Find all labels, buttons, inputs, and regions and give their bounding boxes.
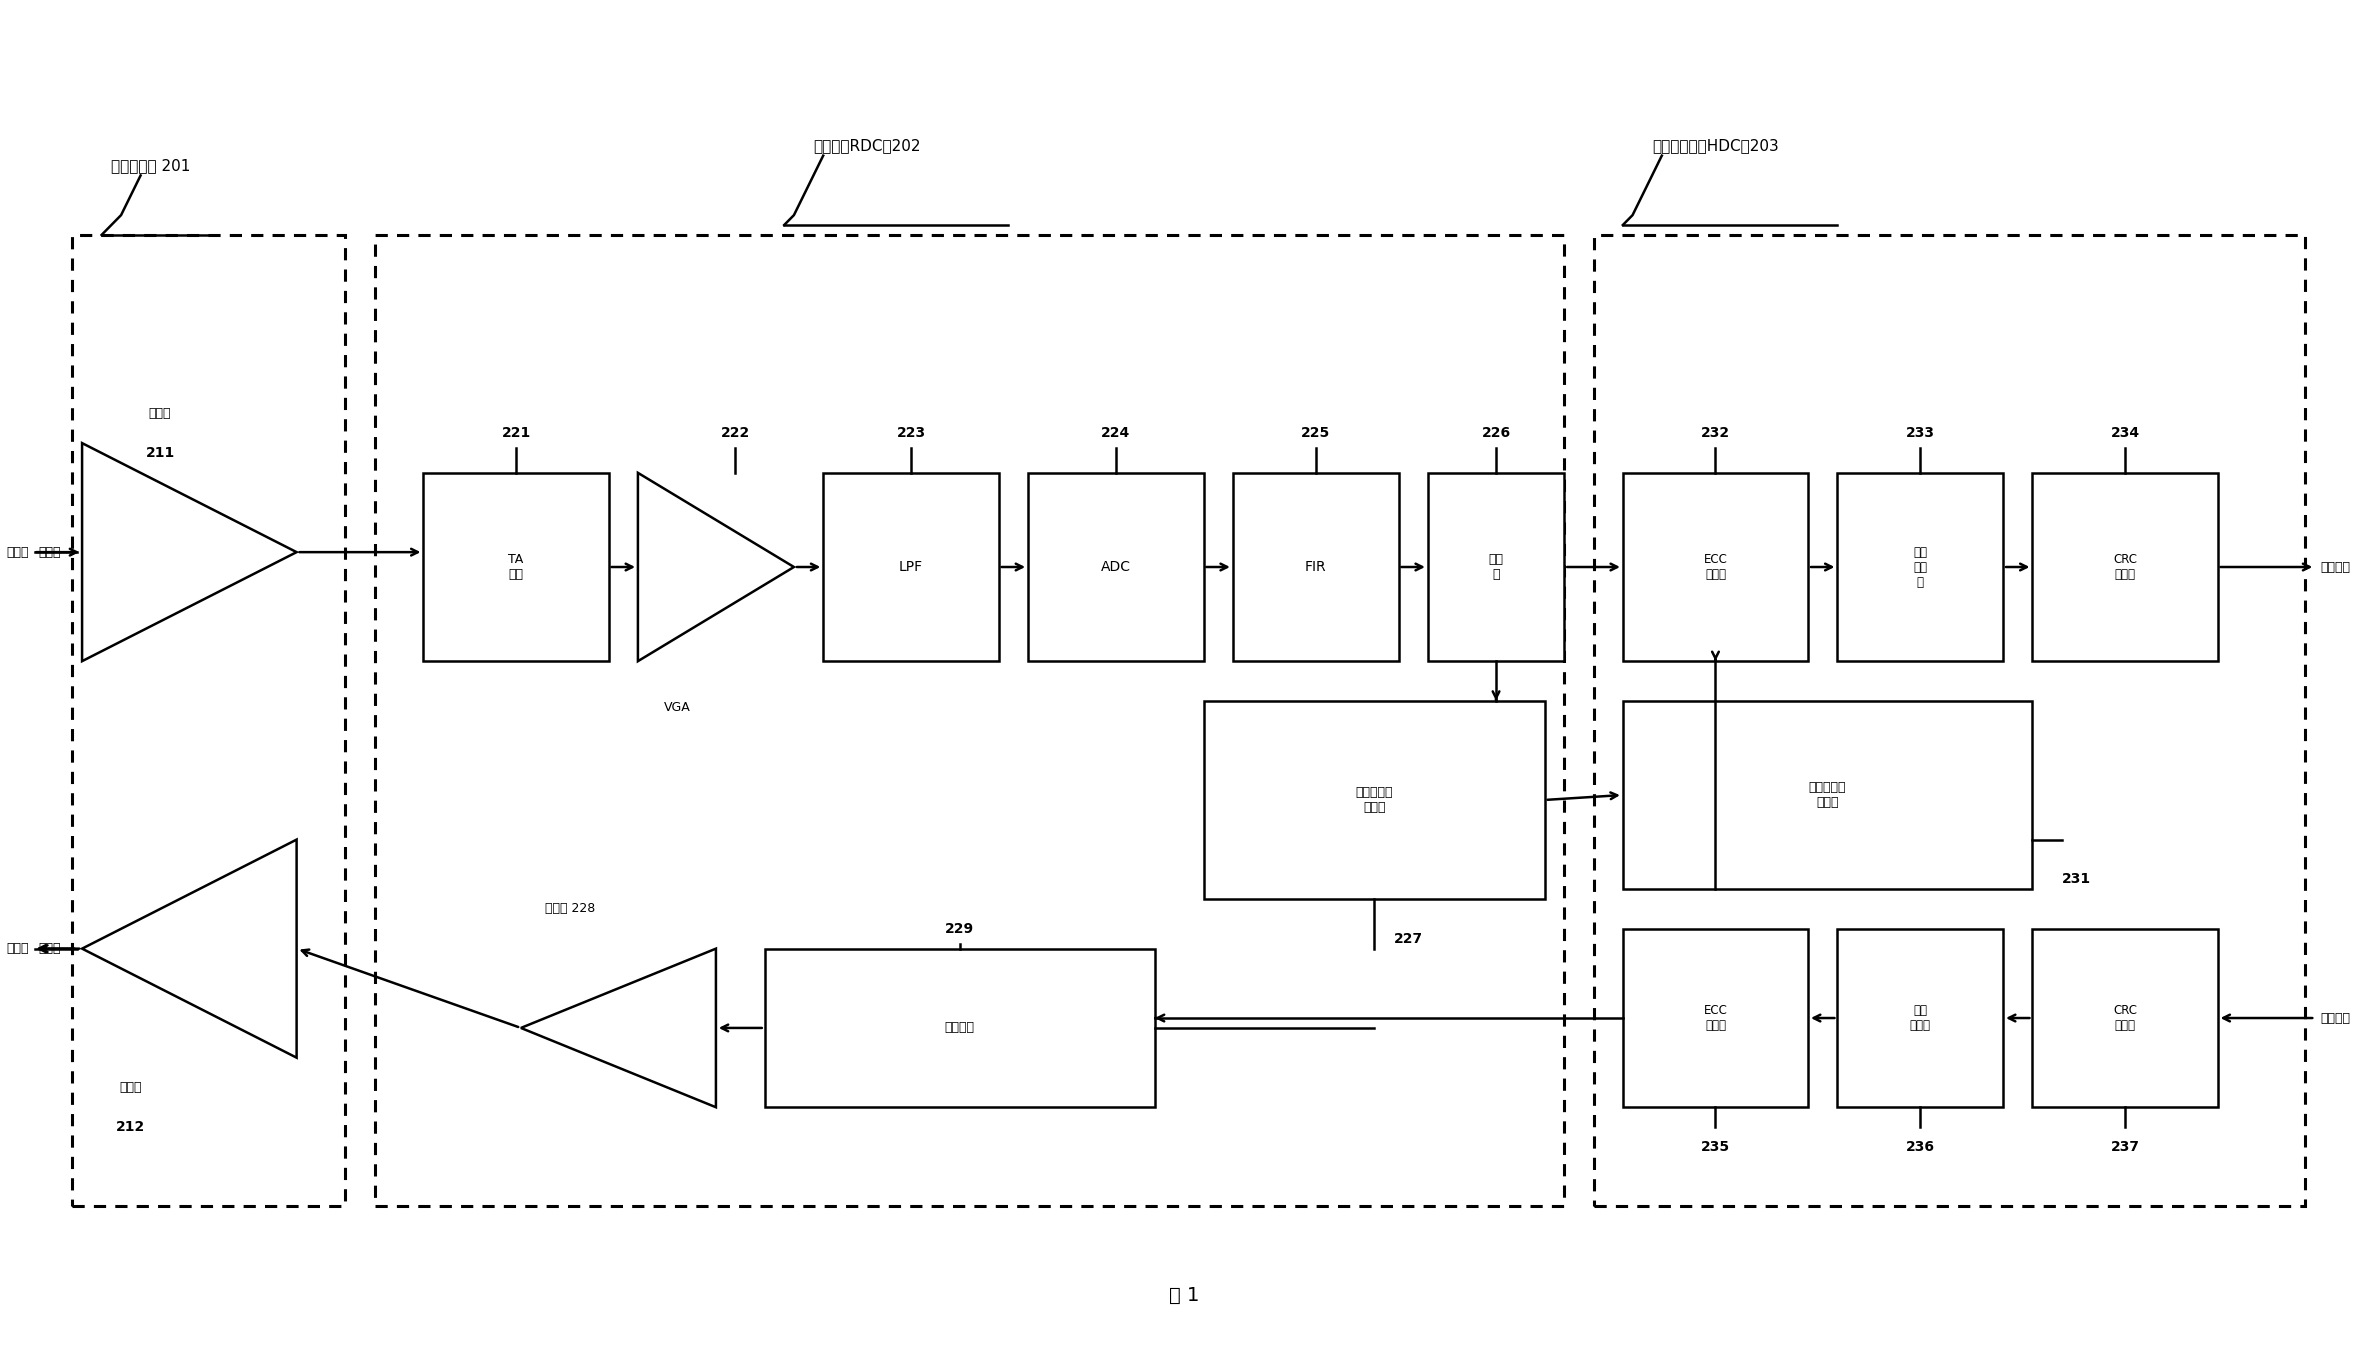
Text: 229: 229 <box>944 922 975 936</box>
Text: 记录数据: 记录数据 <box>2320 1012 2351 1024</box>
Text: ECC
解码器: ECC 解码器 <box>1704 553 1728 582</box>
Text: FIR: FIR <box>1305 560 1326 573</box>
Text: 234: 234 <box>2110 426 2141 440</box>
Bar <box>1593 234 2306 1207</box>
Text: 212: 212 <box>116 1120 146 1135</box>
Text: 放大器: 放大器 <box>149 407 172 419</box>
Bar <box>824 473 998 661</box>
Text: 错误候选项
存储器: 错误候选项 存储器 <box>1808 780 1846 809</box>
Text: 检测
器: 检测 器 <box>1489 553 1503 582</box>
Polygon shape <box>637 473 793 661</box>
Bar <box>375 234 1565 1207</box>
Text: TA
检测: TA 检测 <box>507 553 524 582</box>
Text: 232: 232 <box>1702 426 1730 440</box>
Bar <box>73 234 345 1207</box>
Bar <box>1232 473 1399 661</box>
Bar <box>1204 701 1546 899</box>
Bar <box>765 949 1154 1107</box>
Text: 记录头: 记录头 <box>38 943 61 955</box>
Text: LPF: LPF <box>899 560 923 573</box>
Bar <box>2032 473 2218 661</box>
Bar <box>1428 473 1565 661</box>
Bar <box>2032 929 2218 1107</box>
Text: 再现头: 再现头 <box>7 546 28 558</box>
Text: 记录头: 记录头 <box>7 943 28 955</box>
Text: 图 1: 图 1 <box>1168 1286 1199 1305</box>
Text: CRC
解码器: CRC 解码器 <box>2112 553 2138 582</box>
Text: 223: 223 <box>897 426 925 440</box>
Bar <box>1624 473 1808 661</box>
Polygon shape <box>522 949 715 1107</box>
Text: CRC
编码器: CRC 编码器 <box>2112 1004 2138 1032</box>
Text: 记录
解码
器: 记录 解码 器 <box>1914 546 1928 588</box>
Text: 222: 222 <box>720 426 750 440</box>
Text: 驱动器 228: 驱动器 228 <box>545 903 595 915</box>
Text: 读通道（RDC）202: 读通道（RDC）202 <box>814 138 920 153</box>
Text: ADC: ADC <box>1100 560 1130 573</box>
Text: 236: 236 <box>1907 1140 1935 1154</box>
Bar <box>422 473 609 661</box>
Bar <box>1838 473 2004 661</box>
Text: 233: 233 <box>1907 426 1935 440</box>
Text: VGA: VGA <box>663 701 689 714</box>
Text: 221: 221 <box>500 426 531 440</box>
Text: 227: 227 <box>1395 932 1423 945</box>
Text: 225: 225 <box>1300 426 1331 440</box>
Text: 231: 231 <box>2063 872 2091 887</box>
Polygon shape <box>83 443 297 661</box>
Text: 记录补偿: 记录补偿 <box>944 1022 975 1035</box>
Text: ECC
编码器: ECC 编码器 <box>1704 1004 1728 1032</box>
Text: 再现头: 再现头 <box>38 546 61 558</box>
Text: 硬盘控制器（HDC）203: 硬盘控制器（HDC）203 <box>1652 138 1779 153</box>
Text: 再现数据: 再现数据 <box>2320 561 2351 573</box>
Text: 237: 237 <box>2110 1140 2141 1154</box>
Text: 226: 226 <box>1482 426 1510 440</box>
Text: 235: 235 <box>1702 1140 1730 1154</box>
Text: 记录
编码器: 记录 编码器 <box>1909 1004 1930 1032</box>
Text: 错误候选项
提取器: 错误候选项 提取器 <box>1355 786 1392 814</box>
Text: 224: 224 <box>1102 426 1130 440</box>
Bar <box>1029 473 1204 661</box>
Text: 前置放大器 201: 前置放大器 201 <box>111 158 191 173</box>
Bar <box>1624 701 2032 889</box>
Bar <box>1624 929 1808 1107</box>
Polygon shape <box>83 839 297 1058</box>
Text: 驱动器: 驱动器 <box>120 1081 142 1094</box>
Bar <box>1838 929 2004 1107</box>
Text: 211: 211 <box>146 445 175 460</box>
